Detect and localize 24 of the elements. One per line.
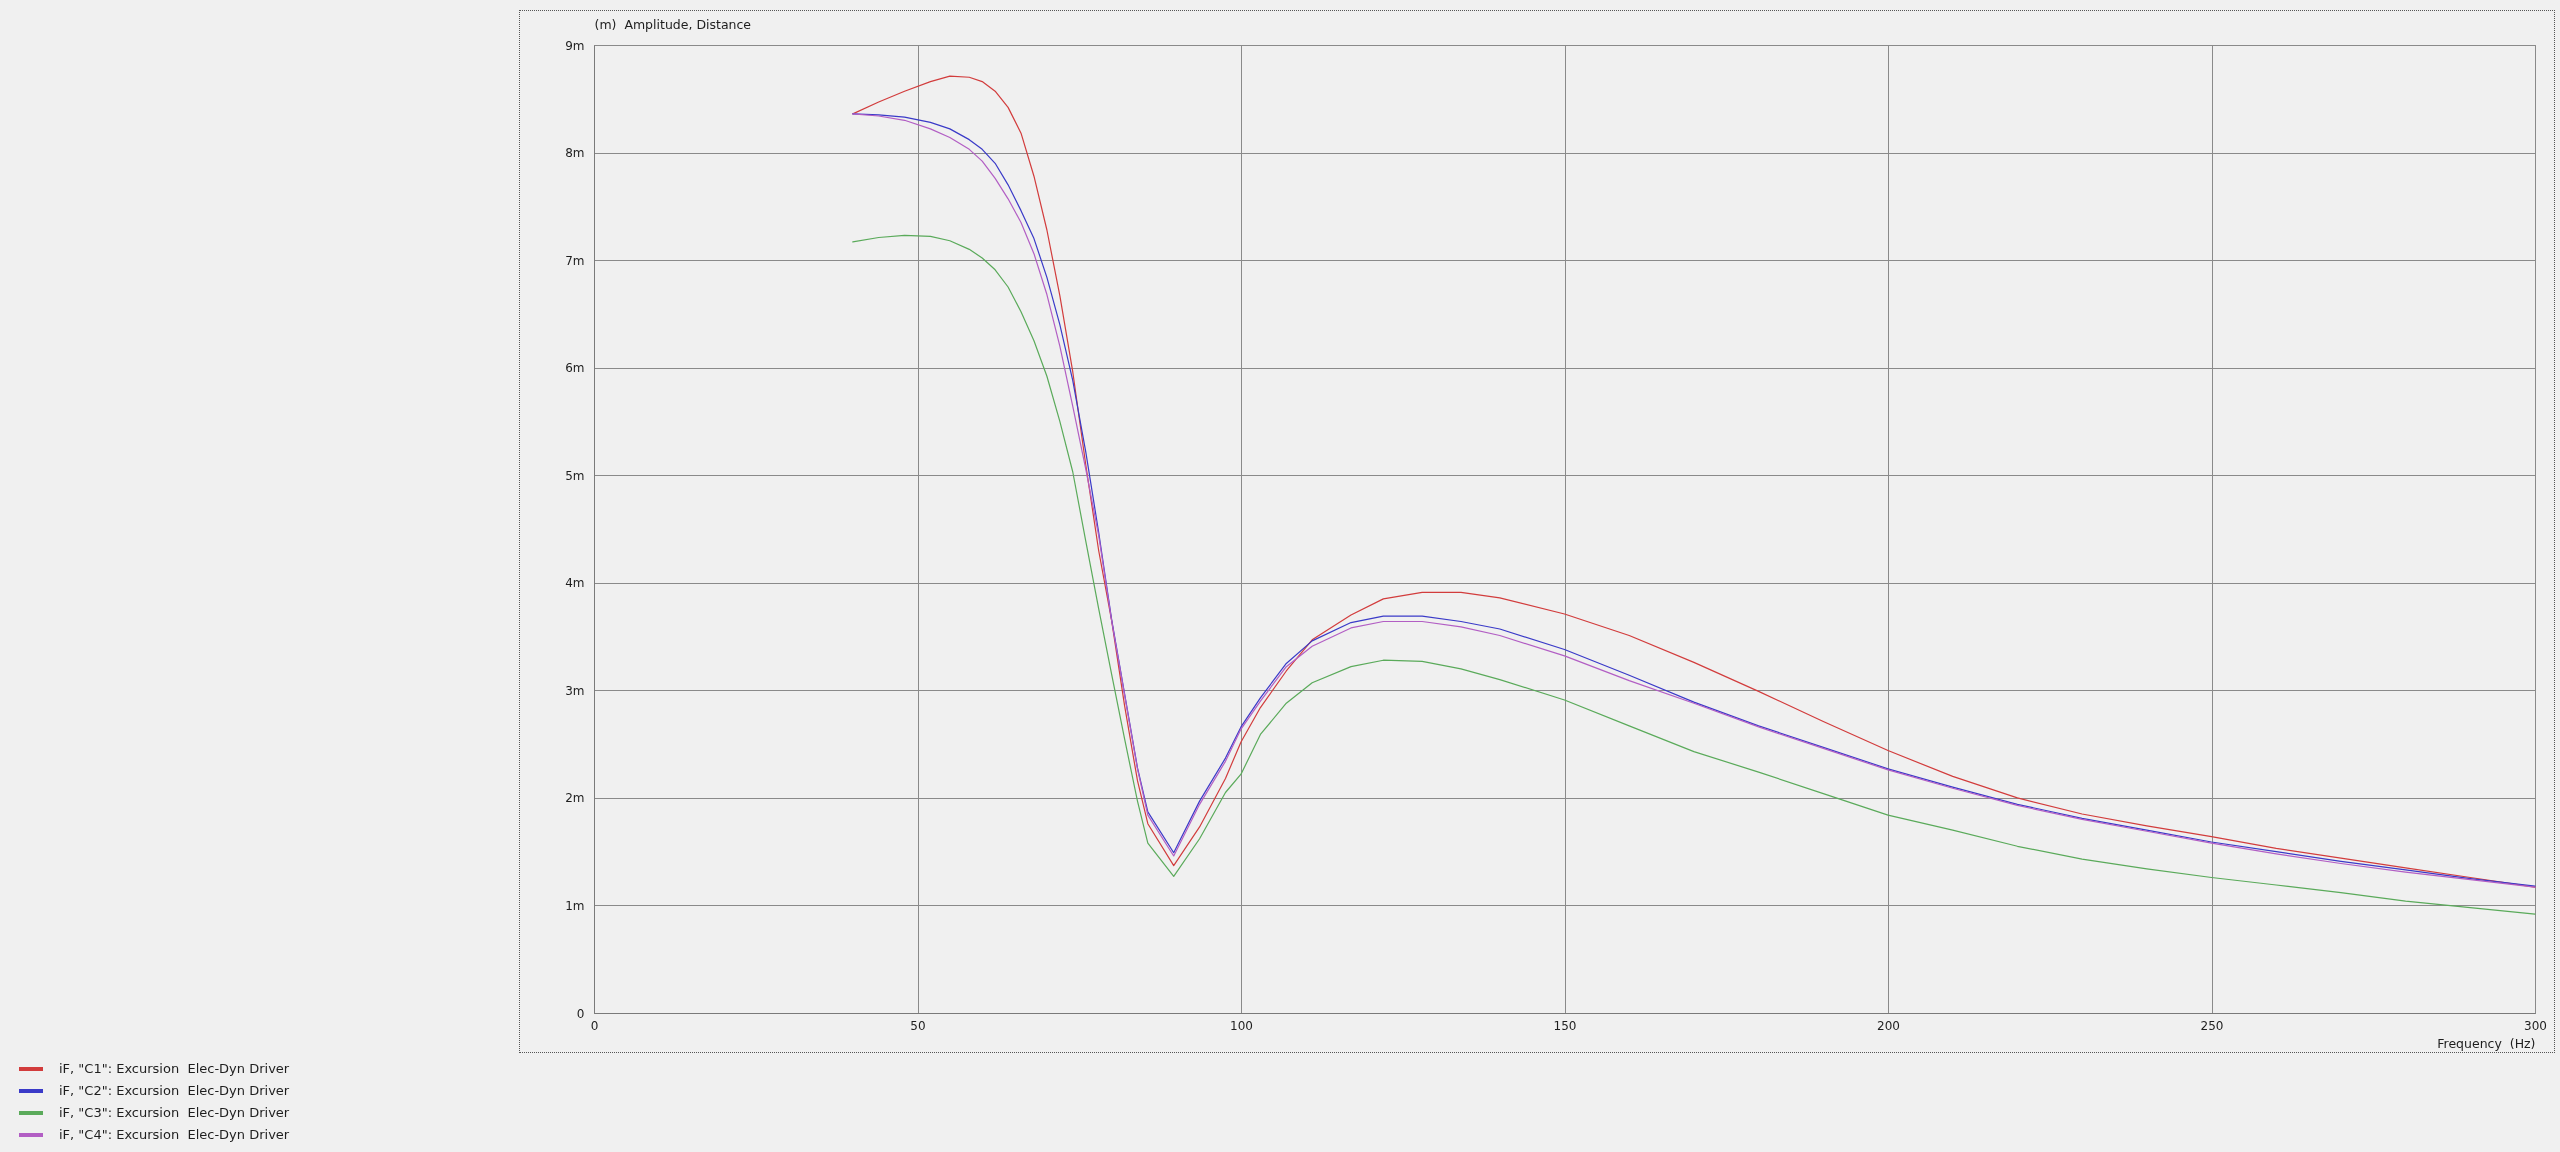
legend-label: iF, "C1": Excursion Elec-Dyn Driver: [59, 1061, 290, 1076]
y-tick-label: 9m: [565, 38, 585, 53]
x-tick-label: 150: [1553, 1018, 1577, 1033]
y-axis-title: (m) Amplitude, Distance: [594, 16, 752, 32]
y-tick-label: 0: [576, 1006, 585, 1021]
line-series: [852, 234, 2536, 915]
y-tick-label: 5m: [565, 468, 585, 483]
x-axis-title: Frequency (Hz): [2437, 1035, 2536, 1051]
x-tick-label: 300: [2524, 1018, 2547, 1033]
x-tick-label: 0: [590, 1018, 599, 1033]
x-tick-label: 100: [1230, 1018, 1253, 1033]
y-tick-label: 1m: [565, 898, 585, 913]
legend-label: iF, "C2": Excursion Elec-Dyn Driver: [59, 1083, 290, 1098]
y-tick-label: 8m: [565, 146, 585, 161]
legend-label: iF, "C4": Excursion Elec-Dyn Driver: [59, 1127, 290, 1142]
x-tick-label: 250: [2200, 1018, 2224, 1033]
y-tick-label: 2m: [565, 791, 585, 806]
x-tick-label: 200: [1877, 1018, 1900, 1033]
legend-label: iF, "C3": Excursion Elec-Dyn Driver: [59, 1105, 290, 1120]
y-tick-label: 7m: [565, 253, 585, 268]
y-tick-label: 3m: [565, 683, 585, 698]
x-tick-label: 50: [910, 1018, 926, 1033]
y-tick-label: 4m: [565, 576, 585, 591]
y-tick-label: 6m: [565, 361, 585, 376]
